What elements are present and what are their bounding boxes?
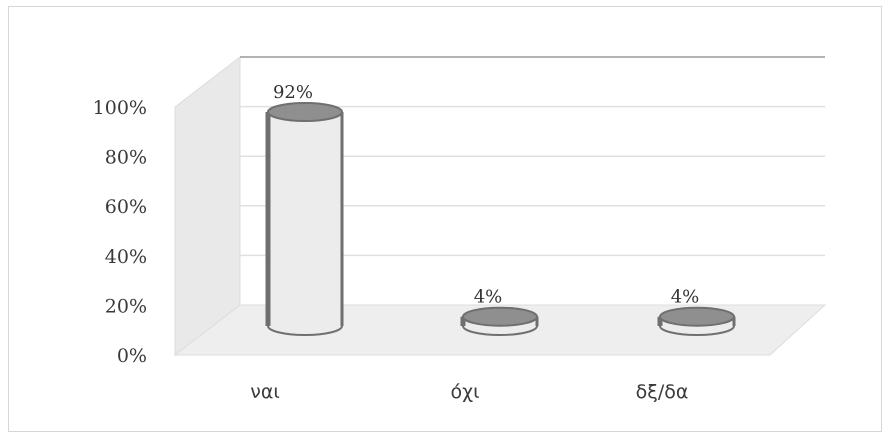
y-tick-label: 100% [93,97,147,119]
y-tick-label: 0% [117,345,147,367]
bar [657,306,736,336]
y-tick-label: 40% [105,246,147,268]
bar-cap [267,102,343,122]
bar [460,306,539,336]
y-axis-tick-labels: 0% 20% 40% 60% 80% 100% [93,97,147,367]
y-tick-label: 60% [105,196,147,218]
data-label: 4% [671,287,700,308]
y-tick-label: 20% [105,295,147,317]
bar-cap [462,306,538,327]
chart-frame [8,6,882,432]
data-labels: 92% 4% 4% [273,82,699,308]
category-labels: ναι όχι δξ/δα [250,381,688,403]
side-wall [174,55,241,357]
bars [265,102,736,336]
data-label: 92% [273,82,313,103]
category-label: όχι [450,381,479,403]
data-label: 4% [474,287,503,308]
bar-body-fill [269,112,341,326]
bar-cap [659,306,735,327]
bar [265,102,344,336]
y-tick-label: 80% [105,147,147,169]
category-label: ναι [250,381,280,403]
category-label: δξ/δα [636,381,689,403]
